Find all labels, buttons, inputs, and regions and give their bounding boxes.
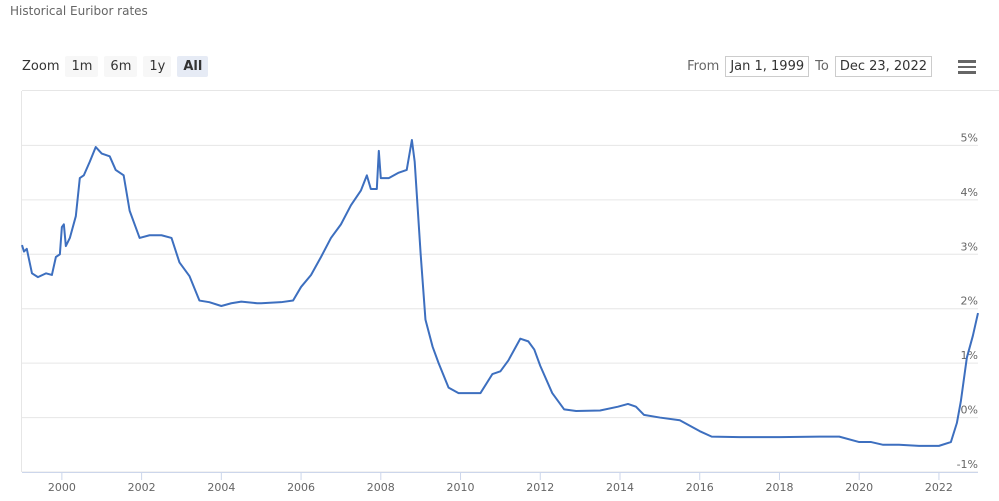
zoom-button[interactable]: 6m [104,55,138,77]
x-tick-label: 2000 [48,481,76,494]
zoom-selector: Zoom 1m 6m 1y All [22,55,214,77]
zoom-button[interactable]: 1y [143,55,172,77]
y-tick-label: 5% [961,131,978,144]
x-tick-label: 2004 [207,481,235,494]
x-tick-label: 2022 [925,481,953,494]
y-tick-label: -1% [957,458,978,471]
zoom-button[interactable]: 1m [65,55,99,77]
y-tick-label: 1% [961,349,978,362]
menu-button[interactable] [958,60,976,74]
from-label: From [687,58,720,74]
chart-title: Historical Euribor rates [10,4,148,18]
y-tick-label: 0% [961,404,978,417]
y-tick-label: 2% [961,295,978,308]
x-tick-label: 2020 [845,481,873,494]
x-tick-label: 2010 [447,481,475,494]
x-tick-label: 2014 [606,481,634,494]
to-label: To [815,58,829,74]
x-tick-label: 2012 [526,481,554,494]
x-tick-label: 2002 [128,481,156,494]
y-tick-label: 4% [961,186,978,199]
zoom-button[interactable]: All [177,55,209,77]
x-tick-label: 2018 [765,481,793,494]
y-tick-label: 3% [961,240,978,253]
x-tick-label: 2016 [686,481,714,494]
from-input[interactable]: Jan 1, 1999 [725,55,810,77]
to-input[interactable]: Dec 23, 2022 [834,55,932,77]
x-tick-label: 2008 [367,481,395,494]
date-range: From Jan 1, 1999 To Dec 23, 2022 [687,55,938,77]
zoom-label: Zoom [22,58,60,74]
x-tick-label: 2006 [287,481,315,494]
rate-line [21,138,979,447]
